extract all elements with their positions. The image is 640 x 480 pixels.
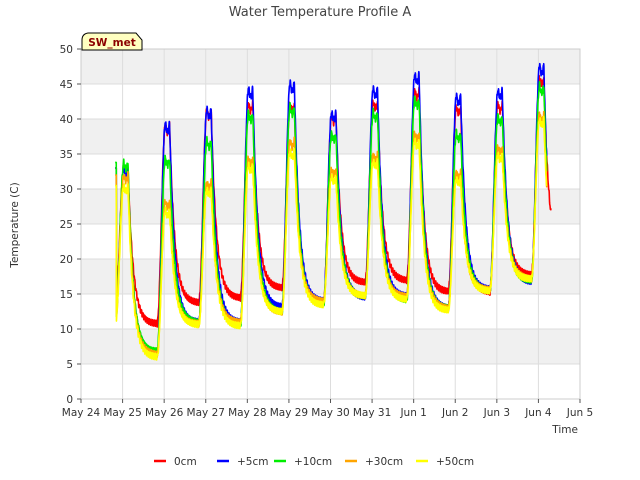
legend-label: 0cm — [174, 456, 197, 468]
y-tick-label: 45 — [60, 79, 73, 91]
badge-label: SW_met — [88, 37, 135, 49]
x-tick-label: May 29 — [270, 407, 308, 419]
sw-met-badge: SW_met — [81, 32, 143, 51]
x-tick-label: Jun 1 — [399, 407, 426, 419]
x-tick-label: May 28 — [228, 407, 266, 419]
x-tick-label: May 26 — [145, 407, 184, 419]
series-line-50cm — [114, 115, 548, 361]
y-tick-label: 40 — [60, 114, 73, 126]
x-tick-label: May 30 — [311, 407, 349, 419]
x-tick-label: Jun 2 — [441, 407, 468, 419]
badge-shape — [81, 32, 143, 51]
y-tick-label: 0 — [66, 394, 73, 406]
y-axis-label: Temperature (C) — [9, 182, 21, 268]
legend: 0cm +5cm +10cm +30cm +50cm — [154, 456, 474, 468]
legend-label: +30cm — [365, 456, 403, 468]
chart-title: Water Temperature Profile A — [229, 5, 412, 20]
x-tick-label: Jun 4 — [524, 407, 552, 419]
x-tick-label: May 25 — [103, 407, 141, 419]
y-tick-label: 35 — [60, 149, 73, 161]
x-tick-label: Jun 3 — [483, 407, 510, 419]
legend-label: +50cm — [436, 456, 474, 468]
x-tick-label: May 24 — [62, 407, 101, 419]
y-tick-label: 15 — [60, 289, 73, 301]
series-layer — [114, 62, 552, 361]
x-axis-ticks: May 24 May 25 May 26 May 27 May 28 May 29 May … — [62, 399, 593, 419]
y-tick-label: 50 — [60, 44, 73, 56]
x-tick-label: May 31 — [353, 407, 391, 419]
y-tick-label: 25 — [60, 219, 73, 231]
legend-label: +10cm — [294, 456, 332, 468]
x-axis-label: Time — [551, 424, 578, 436]
legend-label: +5cm — [237, 456, 268, 468]
y-tick-label: 10 — [60, 324, 73, 336]
y-tick-label: 30 — [60, 184, 73, 196]
y-axis-ticks: 0 5 10 15 20 25 30 35 40 45 50 — [60, 44, 81, 406]
y-tick-label: 5 — [66, 359, 73, 371]
y-tick-label: 20 — [60, 254, 73, 266]
x-tick-label: May 27 — [187, 407, 225, 419]
x-tick-label: Jun 5 — [566, 407, 593, 419]
